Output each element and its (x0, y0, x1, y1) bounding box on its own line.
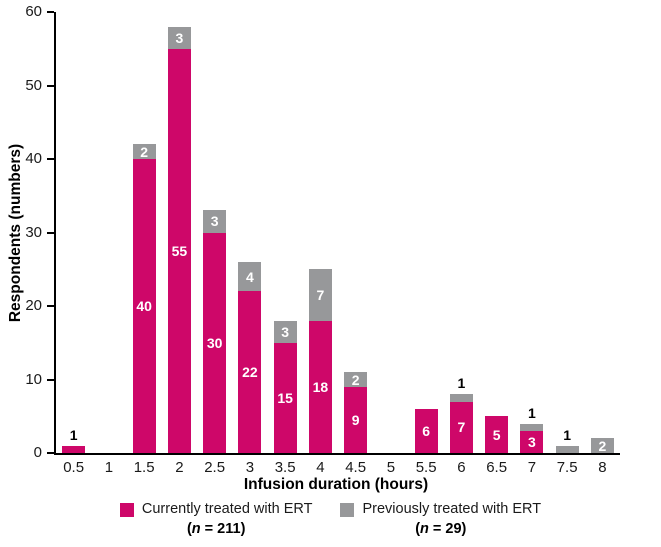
bar-segment-previous (238, 261, 262, 292)
bar-value-previous: 3 (210, 213, 219, 230)
x-axis-tick-label: 6.5 (486, 459, 508, 476)
x-axis-tick-label: 6 (457, 459, 466, 476)
bar-value-previous: 2 (598, 437, 607, 454)
bar-value-above: 1 (457, 375, 466, 392)
y-axis-tick (47, 452, 54, 454)
legend-n-current: (n = 211) (186, 521, 246, 537)
legend-item-current: Currently treated with ERT (n = 211) (119, 500, 313, 539)
y-axis-tick-label: 10 (25, 370, 42, 388)
y-axis-tick-label: 20 (25, 297, 42, 314)
y-axis-tick (47, 231, 54, 234)
bar-segment-previous (590, 438, 614, 453)
legend: Currently treated with ERT (n = 211) Pre… (0, 500, 661, 539)
y-axis-tick (47, 11, 54, 13)
bar-segment-previous (308, 269, 332, 321)
bar-value-above: 1 (69, 426, 78, 443)
plot-area: 0 10 20 30 40 50 60 0.5 1 1.5 2 2.5 3 3.5 4 4.5 5 5.5 6 6.5… (25, 3, 620, 476)
bar-value-current: 5 (492, 426, 501, 443)
bar-value-current: 9 (351, 411, 360, 428)
y-axis-tick-label: 40 (25, 150, 42, 167)
bar-value-current: 15 (277, 389, 293, 406)
bar-value-current: 55 (171, 242, 188, 259)
bar-segment-current (344, 386, 368, 453)
bar-value-previous: 2 (140, 143, 149, 160)
y-axis-tick (47, 158, 54, 160)
bar-segment-previous (555, 445, 579, 453)
legend-item-previous: Previously treated with ERT (n = 29) (340, 500, 541, 539)
x-axis-tick-label: 2.5 (204, 459, 226, 476)
bar-value-current: 30 (206, 334, 223, 351)
bar-value-previous: 7 (316, 286, 325, 303)
bar-segment-current (62, 445, 86, 453)
x-axis-tick-label: 4.5 (345, 459, 367, 476)
legend-n-previous: (n = 29) (415, 521, 467, 537)
y-axis-tick-label: 30 (25, 223, 42, 241)
bar-segment-current (132, 159, 156, 453)
bar-segment-current (449, 401, 473, 453)
bar-segment-previous (203, 210, 227, 233)
bar-value-current: 40 (136, 298, 152, 314)
bar-segment-previous (273, 320, 297, 343)
bar-segment-previous (344, 372, 368, 387)
bar-value-previous: 4 (245, 268, 254, 285)
bar-segment-previous (449, 394, 473, 402)
x-axis-tick-label: 2 (175, 459, 184, 476)
y-axis-tick-label: 60 (25, 3, 42, 20)
x-axis-tick-label: 0.5 (63, 459, 85, 476)
x-axis-tick-label: 5.5 (415, 459, 437, 476)
bar-segment-current (520, 430, 544, 453)
legend-label-previous: Previously treated with ERT (362, 501, 542, 517)
x-axis-tick-label: 5 (386, 459, 396, 476)
bar-value-previous: 3 (175, 29, 184, 46)
x-axis-tick-label: 8 (598, 459, 607, 476)
bar-value-previous: 2 (351, 371, 360, 388)
bar-value-current: 3 (527, 433, 536, 450)
legend-swatch-previous-icon (340, 502, 355, 517)
bar-segment-current (273, 342, 297, 453)
y-axis-tick (47, 305, 54, 307)
bar-value-above: 1 (527, 404, 536, 421)
legend-swatch-current-icon (119, 502, 134, 517)
x-axis-title: Infusion duration (hours) (243, 476, 429, 493)
legend-label-current: Currently treated with ERT (141, 501, 313, 517)
bar-value-current: 6 (422, 422, 431, 439)
y-axis-tick (47, 84, 54, 87)
bar-segment-current (167, 48, 191, 453)
y-axis-tick-label: 0 (33, 444, 42, 461)
bar-segment-current (203, 232, 227, 453)
bar-value-previous: 3 (281, 323, 290, 340)
x-axis-tick-label: 7 (527, 459, 537, 476)
bar-segment-previous (132, 144, 156, 159)
bar-value-current: 7 (457, 419, 466, 436)
y-axis-tick-label: 50 (25, 76, 42, 94)
bar-segment-current (485, 416, 509, 453)
bar-segment-current (308, 320, 332, 453)
bar-value-above: 1 (563, 426, 572, 443)
x-axis-tick-label: 3.5 (274, 459, 296, 476)
x-axis-tick-label: 1.5 (133, 459, 155, 476)
bar-segment-current (414, 408, 438, 453)
y-axis-tick (47, 378, 54, 381)
x-axis-tick-label: 3 (245, 459, 255, 476)
x-axis-tick-label: 7.5 (556, 459, 578, 476)
bar-value-current: 18 (312, 378, 329, 395)
x-axis-tick-label: 4 (316, 459, 325, 476)
bar-segment-previous (167, 26, 191, 49)
bar-segment-previous (520, 423, 544, 431)
bar-value-current: 22 (242, 364, 258, 381)
bar-segment-current (238, 291, 262, 453)
x-axis-tick-label: 1 (104, 459, 114, 476)
